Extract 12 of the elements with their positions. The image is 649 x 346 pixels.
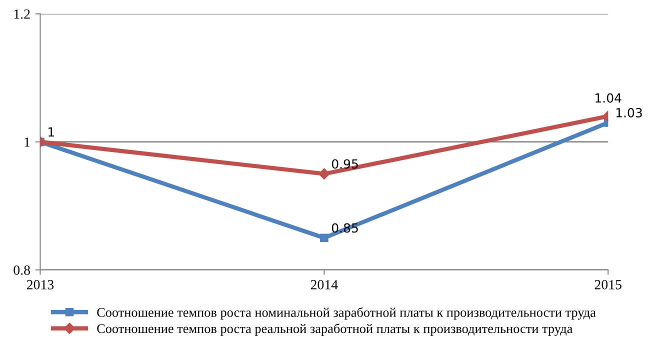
y-tick-label: 1.2 <box>14 9 30 19</box>
legend-label: Соотношение темпов роста реальной заработной платы к производительности труда <box>97 324 573 336</box>
x-tick-label: 2013 <box>26 280 54 290</box>
data-label: 1 <box>48 127 54 136</box>
data-label: 1.03 <box>616 108 642 118</box>
legend-label: Соотношение темпов роста номинальной заработной платы к производительности труда <box>97 307 596 320</box>
x-tick-label: 2015 <box>594 280 622 290</box>
y-tick-label: 0.8 <box>14 265 30 275</box>
x-tick-label: 2014 <box>310 280 338 290</box>
data-label: 1.04 <box>596 93 622 103</box>
y-tick-label: 1 <box>24 138 30 147</box>
data-label: 0.95 <box>332 159 358 169</box>
